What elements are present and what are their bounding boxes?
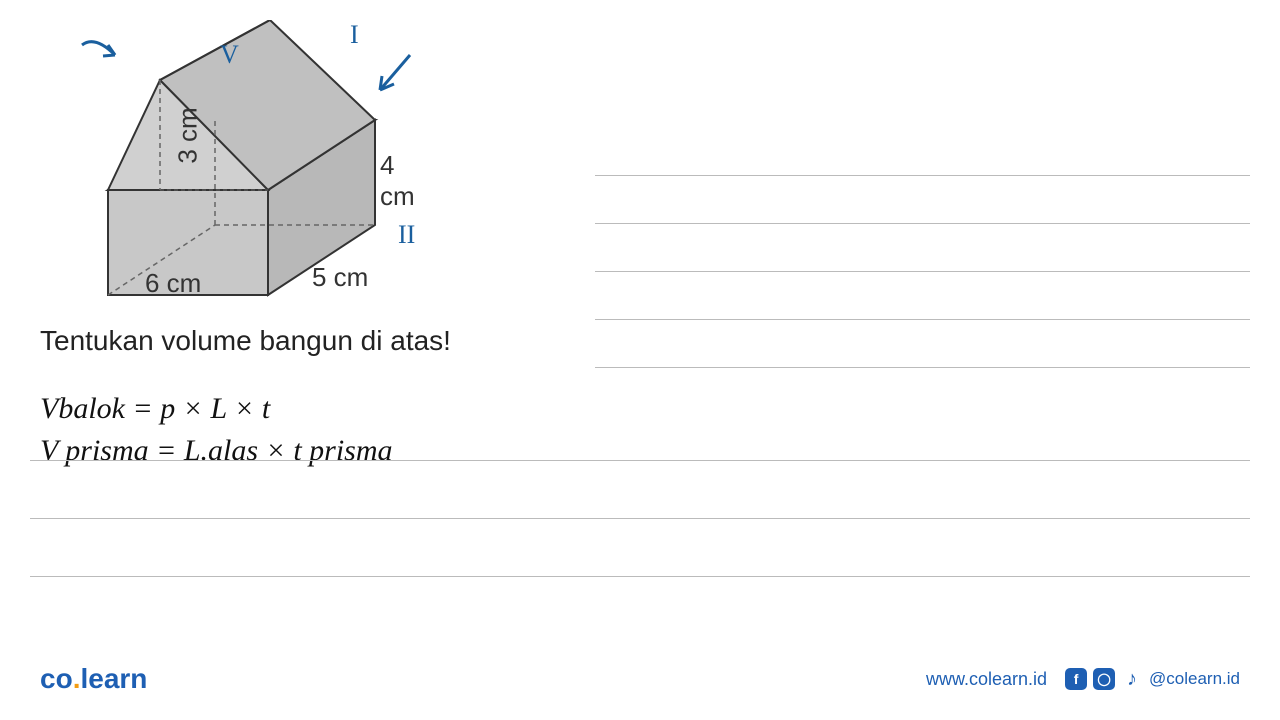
ruled-line — [30, 518, 1250, 576]
tiktok-icon: ♪ — [1121, 668, 1143, 690]
ruled-line — [595, 271, 1250, 319]
ruled-lines-right — [595, 175, 1250, 368]
ruled-line — [595, 175, 1250, 223]
annotation-i: I — [350, 20, 359, 50]
ruled-lines-full — [30, 460, 1250, 577]
annotation-ii: II — [398, 220, 415, 250]
website-url: www.colearn.id — [926, 669, 1047, 690]
ruled-line — [595, 367, 1250, 368]
annotation-arrows — [40, 20, 440, 310]
footer: co.learn www.colearn.id f ◯ ♪ @colearn.i… — [0, 663, 1280, 695]
ruled-line — [30, 460, 1250, 518]
ruled-line — [595, 223, 1250, 271]
facebook-icon: f — [1065, 668, 1087, 690]
logo-co: co — [40, 663, 73, 694]
logo: co.learn — [40, 663, 147, 695]
social-icons: f ◯ ♪ @colearn.id — [1065, 668, 1240, 690]
geometry-diagram: 3 cm 4 cm 5 cm 6 cm V I II — [40, 20, 400, 310]
logo-learn: learn — [80, 663, 147, 694]
footer-right: www.colearn.id f ◯ ♪ @colearn.id — [926, 668, 1240, 690]
social-handle: @colearn.id — [1149, 669, 1240, 689]
ruled-line — [30, 576, 1250, 577]
formula-balok: Vbalok = p × L × t — [40, 392, 1240, 426]
instagram-icon: ◯ — [1093, 668, 1115, 690]
ruled-line — [595, 319, 1250, 367]
annotation-v: V — [220, 40, 239, 70]
